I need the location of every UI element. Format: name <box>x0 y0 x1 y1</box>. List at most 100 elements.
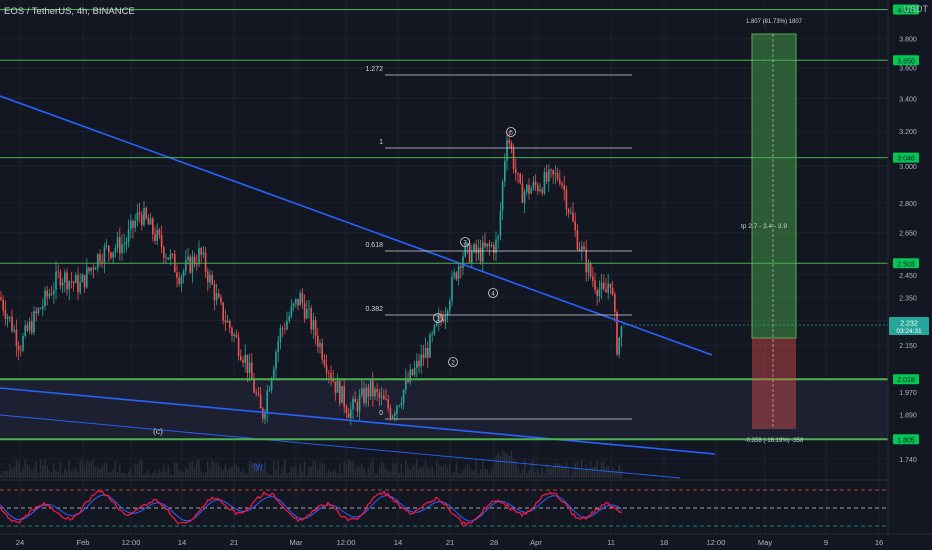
candle-body <box>506 139 508 161</box>
volume-bar <box>130 466 132 478</box>
candle-body <box>572 212 574 222</box>
candle-body <box>290 306 293 317</box>
volume-bar <box>226 469 229 478</box>
volume-bar <box>319 461 321 478</box>
candle-body <box>20 349 22 351</box>
volume-bar <box>365 473 367 478</box>
volume-bar <box>605 467 607 478</box>
candle-body <box>116 237 119 249</box>
candle-body <box>504 160 506 182</box>
volume-bar <box>376 473 378 478</box>
candle-body <box>226 320 229 323</box>
candle-body <box>112 251 114 258</box>
volume-bar <box>255 463 257 478</box>
price-axis-background <box>888 0 932 550</box>
time-tick-label: 14 <box>178 538 186 547</box>
candle-body <box>429 334 431 358</box>
candle-body <box>385 399 387 401</box>
volume-bar <box>504 452 506 478</box>
volume-bar <box>515 460 517 478</box>
candle-body <box>570 212 572 214</box>
candle-body <box>90 267 92 272</box>
candle-body <box>94 268 97 270</box>
volume-bar <box>389 472 392 478</box>
volume-bar <box>191 461 194 478</box>
candle-body <box>75 275 77 284</box>
candle-body <box>537 185 539 191</box>
candle-body <box>213 284 216 301</box>
volume-bar <box>400 464 403 478</box>
time-tick-label: 12:00 <box>707 538 726 547</box>
volume-bar <box>20 472 22 478</box>
volume-bar <box>603 460 605 478</box>
volume-bar <box>369 462 372 478</box>
time-tick-label: 21 <box>230 538 238 547</box>
volume-bar <box>321 464 323 478</box>
long-position <box>751 33 797 429</box>
price-tick-label: 1.740 <box>899 457 917 464</box>
tp-note: tp 2.7 - 3.4 - 3.9 <box>741 223 787 230</box>
candle-body <box>86 267 88 288</box>
volume-bar <box>614 470 616 478</box>
volume-bar <box>587 468 590 478</box>
candle-body <box>215 293 218 301</box>
volume-bar <box>295 465 297 478</box>
wave-marker <box>460 237 470 247</box>
candle-body <box>72 282 75 284</box>
time-tick-label: Mar <box>290 538 303 547</box>
volume-bar <box>308 466 310 478</box>
candle-body <box>380 395 383 398</box>
time-tick-label: 12:00 <box>337 538 356 547</box>
candle-body <box>193 256 196 264</box>
candle-body <box>163 247 165 258</box>
level-price-tag <box>893 374 919 385</box>
candle-body <box>550 169 552 171</box>
volume-bar <box>281 466 284 478</box>
price-tick-label: 2.800 <box>899 201 917 208</box>
candle-body <box>552 170 554 175</box>
volume-bar <box>526 472 528 478</box>
candle-body <box>501 181 504 211</box>
candle-body <box>259 394 262 409</box>
volume-bar <box>185 468 187 478</box>
level-price-tag <box>893 152 919 163</box>
level-price-tag <box>893 258 919 269</box>
volume-bar <box>385 468 387 478</box>
time-tick-label: 9 <box>824 538 828 547</box>
time-tick-label: 11 <box>607 538 615 547</box>
candle-body <box>59 272 62 286</box>
volume-bar <box>246 474 249 478</box>
candle-body <box>356 402 359 412</box>
volume-bar <box>224 464 227 478</box>
candle-body <box>400 402 403 406</box>
candle-body <box>83 274 86 288</box>
candle-body <box>493 245 495 254</box>
volume-bar <box>528 470 530 478</box>
candle-body <box>79 282 81 293</box>
candle-body <box>325 365 328 373</box>
volume-bar <box>53 463 55 478</box>
volume-bar <box>479 469 482 478</box>
volume-bar <box>196 460 198 478</box>
time-tick-label: 12:00 <box>122 538 141 547</box>
volume-bar <box>149 474 152 478</box>
time-tick-label: 24 <box>16 538 24 547</box>
candle-body <box>347 413 350 418</box>
candle-body <box>235 334 238 337</box>
volume-bar <box>160 471 163 478</box>
candle-body <box>154 234 156 241</box>
volume-bar <box>312 460 315 478</box>
candle-body <box>70 281 73 283</box>
volume-bar <box>343 461 345 478</box>
candle-body <box>138 212 141 215</box>
candle-body <box>286 320 288 330</box>
candle-body <box>587 263 590 273</box>
time-tick-label: 21 <box>446 538 454 547</box>
candle-body <box>361 388 363 396</box>
currency-label[interactable]: USDT <box>903 4 929 14</box>
volume-bar <box>453 472 455 478</box>
volume-bar <box>259 465 262 478</box>
volume-bar <box>72 467 75 478</box>
price-tick-label: 2.650 <box>899 231 917 238</box>
